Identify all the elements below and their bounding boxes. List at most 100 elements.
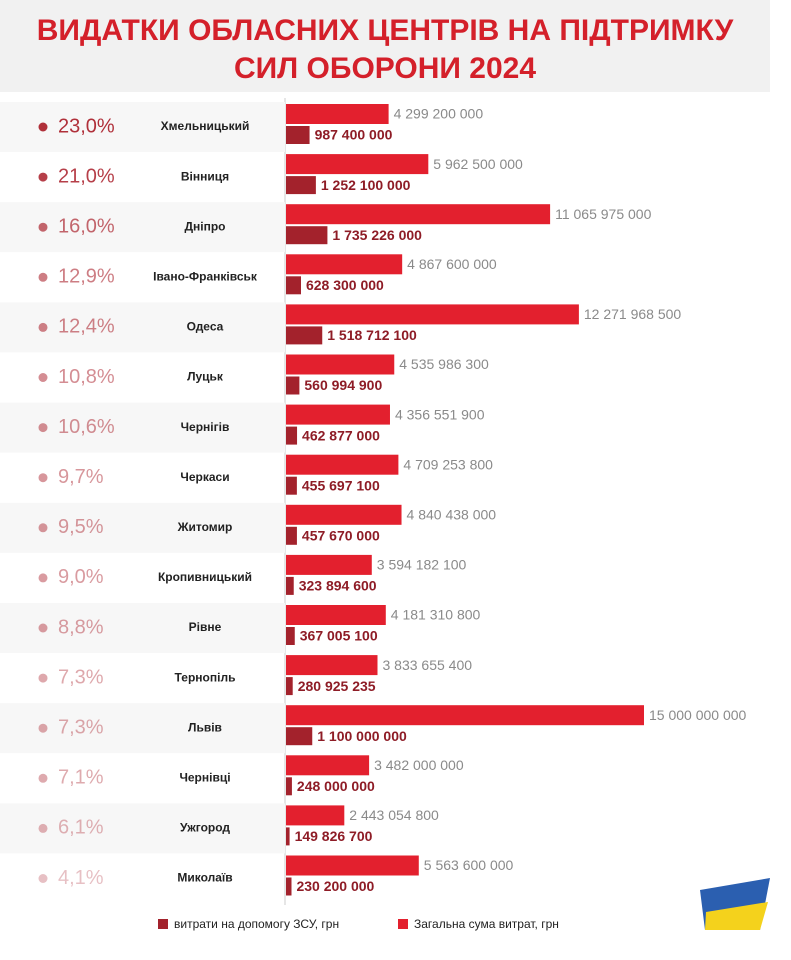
bar	[286, 727, 313, 746]
bar	[286, 326, 323, 345]
percent-label: 10,6%	[58, 416, 115, 438]
value-label: 149 826 700	[295, 828, 373, 844]
bar	[286, 576, 294, 595]
percent-dot	[38, 473, 48, 483]
value-label: 280 925 235	[298, 678, 376, 694]
percent-label: 9,5%	[58, 516, 104, 538]
bar	[286, 755, 370, 776]
category-label: Хмельницький	[161, 119, 250, 133]
percent-dot	[38, 172, 48, 182]
bar	[286, 805, 345, 826]
bar	[286, 777, 292, 796]
bar	[286, 877, 292, 896]
value-label: 4 356 551 900	[395, 406, 485, 422]
percent-dot	[38, 623, 48, 633]
bar	[286, 126, 310, 144]
percent-label: 9,0%	[58, 566, 104, 588]
bar	[286, 476, 297, 495]
value-label: 628 300 000	[306, 277, 384, 293]
value-label: 367 005 100	[300, 628, 378, 644]
percent-label: 9,7%	[58, 466, 104, 488]
legend-swatch	[158, 919, 168, 929]
value-label: 5 563 600 000	[424, 857, 514, 873]
value-label: 230 200 000	[296, 878, 374, 894]
percent-dot	[38, 573, 48, 583]
category-label: Одеса	[187, 320, 224, 334]
bar	[286, 526, 297, 545]
percent-label: 21,0%	[58, 165, 115, 187]
percent-label: 12,4%	[58, 316, 115, 338]
bar	[286, 554, 372, 575]
category-label: Черкаси	[180, 470, 229, 484]
row-band	[0, 603, 285, 653]
value-label: 15 000 000 000	[649, 707, 747, 723]
percent-label: 8,8%	[58, 616, 104, 638]
value-label: 323 894 600	[299, 578, 377, 594]
bar	[286, 104, 389, 124]
value-label: 1 252 100 000	[321, 177, 411, 193]
category-label: Чернігів	[181, 420, 230, 434]
value-label: 455 697 100	[302, 477, 380, 493]
percent-dot	[38, 673, 48, 683]
category-label: Чернівці	[179, 770, 230, 784]
legend-label: витрати на допомогу ЗСУ, грн	[174, 917, 339, 931]
legend-label: Загальна сума витрат, грн	[414, 917, 559, 931]
percent-dot	[38, 874, 48, 883]
value-label: 3 833 655 400	[382, 657, 472, 673]
value-label: 1 100 000 000	[317, 728, 407, 744]
category-label: Рівне	[189, 620, 222, 634]
percent-label: 6,1%	[58, 817, 104, 839]
percent-dot	[38, 122, 48, 132]
percent-dot	[38, 222, 48, 232]
percent-label: 16,0%	[58, 215, 115, 237]
value-label: 4 181 310 800	[391, 607, 481, 623]
percent-label: 12,9%	[58, 266, 115, 288]
value-label: 11 065 975 000	[555, 206, 651, 222]
category-label: Житомир	[177, 520, 233, 534]
percent-dot	[38, 322, 48, 332]
category-label: Львів	[188, 720, 222, 734]
legend-swatch	[398, 919, 408, 929]
value-label: 3 594 182 100	[377, 557, 467, 573]
bar	[286, 376, 300, 395]
percent-label: 7,3%	[58, 666, 104, 688]
value-label: 2 443 054 800	[349, 807, 439, 823]
category-label: Ужгород	[180, 821, 230, 835]
percent-dot	[38, 373, 48, 382]
value-label: 987 400 000	[315, 127, 393, 143]
row-band	[0, 703, 285, 754]
value-label: 12 271 968 500	[584, 306, 682, 322]
percent-label: 23,0%	[58, 115, 115, 137]
percent-label: 4,1%	[58, 867, 104, 889]
value-label: 4 535 986 300	[399, 356, 489, 372]
percent-dot	[38, 272, 48, 282]
value-label: 4 709 253 800	[403, 456, 493, 472]
bar	[286, 605, 386, 625]
value-label: 5 962 500 000	[433, 156, 523, 172]
percent-dot	[38, 823, 48, 833]
bar	[286, 226, 328, 245]
chart-title: СИЛ ОБОРОНИ 2024	[234, 52, 536, 85]
bar	[286, 504, 402, 525]
percent-dot	[38, 523, 48, 533]
category-label: Дніпро	[184, 219, 225, 233]
bar	[286, 855, 419, 876]
value-label: 1 518 712 100	[327, 327, 417, 343]
percent-label: 10,8%	[58, 366, 115, 388]
bar	[286, 204, 551, 225]
value-label: 1 735 226 000	[332, 227, 422, 243]
percent-label: 7,1%	[58, 767, 104, 789]
value-label: 4 840 438 000	[407, 507, 497, 523]
bar	[286, 176, 316, 195]
bar	[286, 705, 644, 726]
percent-label: 7,3%	[58, 716, 104, 738]
value-label: 457 670 000	[302, 528, 380, 544]
bar	[286, 454, 399, 475]
row-band	[0, 803, 285, 854]
value-label: 248 000 000	[297, 778, 375, 794]
bar	[286, 827, 290, 846]
bar	[286, 154, 429, 175]
bar	[286, 627, 295, 645]
bar	[286, 655, 378, 676]
